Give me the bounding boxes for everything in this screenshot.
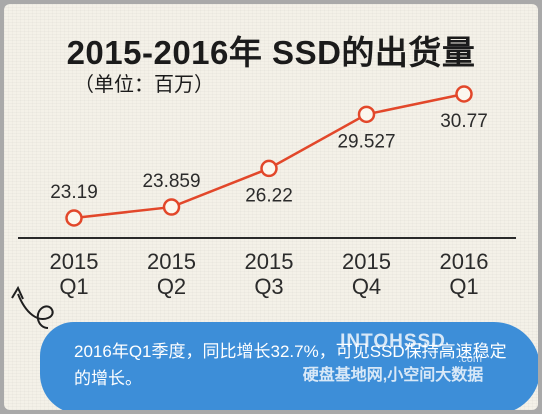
x-tick-quarter: Q1: [449, 274, 478, 299]
note-text: 2016年Q1季度，同比增长32.7%，可见SSD保持高速稳定的增长。: [74, 342, 507, 388]
watermark-logo: INTOHSSD: [340, 331, 446, 352]
x-tick-quarter: Q2: [157, 274, 186, 299]
watermark-domain: .com: [458, 353, 482, 365]
x-tick-quarter: Q3: [254, 274, 283, 299]
data-points: [65, 85, 473, 227]
data-label: 23.859: [142, 171, 200, 192]
watermark: INTOHSSD .com 硬盘基地网,小空间大数据: [278, 331, 508, 387]
watermark-text: 硬盘基地网,小空间大数据: [302, 367, 484, 384]
data-label: 23.19: [50, 182, 98, 203]
chart-title: 2015-2016年 SSD的出货量: [66, 34, 476, 71]
infographic-card: 2015-2016年 SSD的出货量 （单位：百万） 2015 Q1 2015 Q2 2…: [4, 4, 538, 410]
data-point: [260, 159, 278, 178]
data-label: 26.22: [245, 185, 293, 206]
x-tick-year: 2015: [50, 249, 99, 274]
data-point: [65, 209, 83, 227]
data-label: 30.77: [440, 111, 488, 132]
x-tick-year: 2015: [245, 249, 294, 274]
data-label: 29.527: [337, 131, 395, 152]
data-point: [455, 85, 473, 103]
x-tick-year: 2015: [342, 249, 391, 274]
note-bubble: 2016年Q1季度，同比增长32.7%，可见SSD保持高速稳定的增长。: [40, 322, 538, 410]
x-tick-year: 2015: [147, 249, 196, 274]
x-tick-quarter: Q1: [59, 274, 88, 299]
x-tick-year: 2016: [440, 249, 489, 274]
swirl-arrow-icon: [11, 285, 54, 329]
x-tick-quarter: Q4: [352, 274, 381, 299]
chart-subtitle: （单位：百万）: [74, 74, 214, 96]
data-point: [162, 198, 181, 216]
data-point: [357, 105, 376, 124]
data-labels: 23.19 23.859 26.22 29.527 30.77: [50, 111, 488, 206]
